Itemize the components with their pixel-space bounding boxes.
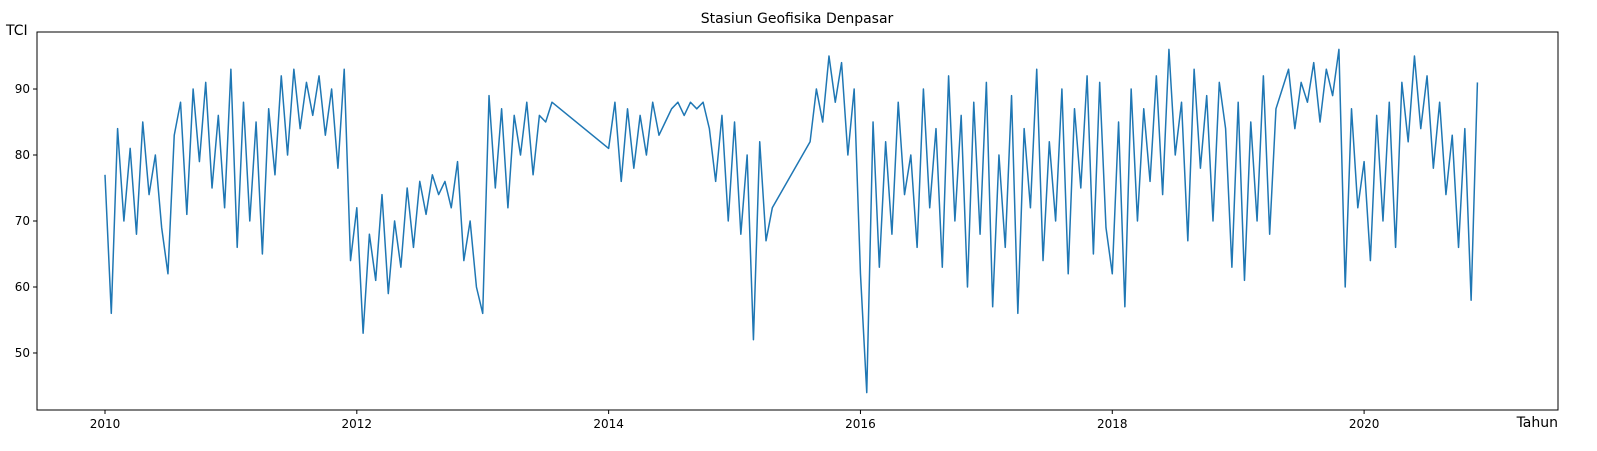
x-tick-label: 2018 [1097, 417, 1128, 431]
chart-title: Stasiun Geofisika Denpasar [701, 11, 894, 27]
x-tick-label: 2010 [90, 417, 121, 431]
x-tick-label: 2012 [342, 417, 373, 431]
x-tick-label: 2014 [593, 417, 624, 431]
y-axis-label: TCI [5, 23, 28, 39]
data-line [104, 48, 1479, 394]
y-tick-label: 90 [15, 82, 30, 96]
y-tick-label: 80 [15, 148, 30, 162]
y-tick-label: 70 [15, 214, 30, 228]
y-tick-label: 50 [15, 346, 30, 360]
x-axis-label: Tahun [1516, 415, 1558, 431]
plot-frame [36, 31, 1559, 411]
y-tick-label: 60 [15, 280, 30, 294]
x-tick-label: 2020 [1349, 417, 1380, 431]
x-tick-label: 2016 [845, 417, 876, 431]
